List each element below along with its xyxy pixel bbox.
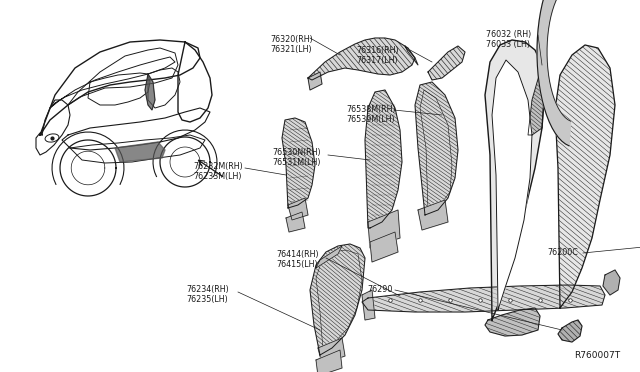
Polygon shape xyxy=(316,246,342,268)
Polygon shape xyxy=(485,40,545,320)
Polygon shape xyxy=(145,74,155,110)
Text: 76290: 76290 xyxy=(367,285,392,294)
Polygon shape xyxy=(492,60,532,310)
Polygon shape xyxy=(288,198,308,220)
Polygon shape xyxy=(318,338,345,364)
Text: 76316(RH)
76317(LH): 76316(RH) 76317(LH) xyxy=(356,46,399,65)
Text: 76232M(RH)
76233M(LH): 76232M(RH) 76233M(LH) xyxy=(193,162,243,182)
Polygon shape xyxy=(537,0,571,146)
Polygon shape xyxy=(308,72,322,90)
Polygon shape xyxy=(368,210,400,248)
Polygon shape xyxy=(603,270,620,295)
Polygon shape xyxy=(286,212,305,232)
Polygon shape xyxy=(528,65,545,135)
Polygon shape xyxy=(558,320,582,342)
Polygon shape xyxy=(485,308,540,336)
Text: 76234(RH)
76235(LH): 76234(RH) 76235(LH) xyxy=(186,285,228,304)
Polygon shape xyxy=(308,38,415,80)
Polygon shape xyxy=(362,285,605,312)
Polygon shape xyxy=(115,142,165,162)
Text: 76032 (RH)
76033 (LH): 76032 (RH) 76033 (LH) xyxy=(486,30,531,49)
Text: R760007T: R760007T xyxy=(574,351,620,360)
Text: 76530N(RH)
76531M(LH): 76530N(RH) 76531M(LH) xyxy=(272,148,321,167)
Polygon shape xyxy=(415,82,458,215)
Polygon shape xyxy=(365,90,402,228)
Polygon shape xyxy=(370,232,398,262)
Polygon shape xyxy=(310,244,365,355)
Polygon shape xyxy=(316,350,342,372)
Polygon shape xyxy=(428,46,465,80)
Text: 76538M(RH)
76539M(LH): 76538M(RH) 76539M(LH) xyxy=(346,105,396,124)
Polygon shape xyxy=(362,290,375,320)
Polygon shape xyxy=(418,200,448,230)
Polygon shape xyxy=(282,118,315,208)
Polygon shape xyxy=(405,46,418,65)
Polygon shape xyxy=(555,45,615,308)
Text: 76320(RH)
76321(LH): 76320(RH) 76321(LH) xyxy=(270,35,313,54)
Text: 76414(RH)
76415(LH): 76414(RH) 76415(LH) xyxy=(276,250,319,269)
Text: 76200C: 76200C xyxy=(547,248,578,257)
